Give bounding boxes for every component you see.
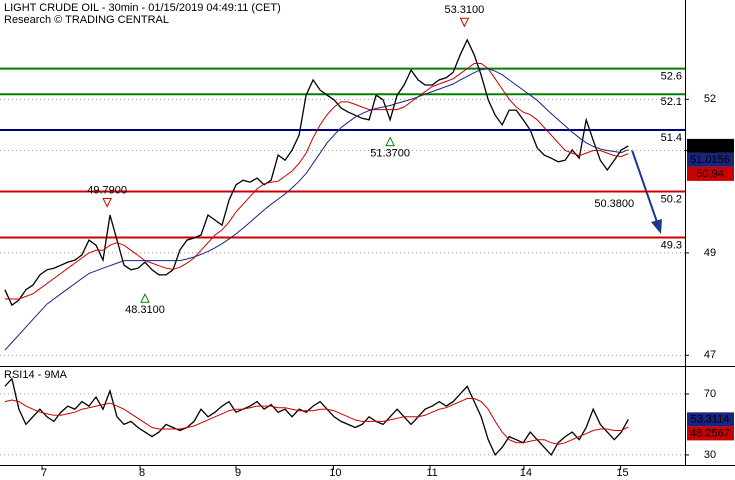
annotation-label: 50.3800 bbox=[594, 198, 634, 210]
price-tag bbox=[687, 426, 734, 441]
low-marker bbox=[385, 136, 395, 147]
series-line bbox=[4, 398, 629, 445]
price-tag-label: 51.09 bbox=[696, 140, 724, 152]
x-tick-label: 11 bbox=[426, 467, 437, 479]
price-tag bbox=[687, 412, 734, 427]
level-label: 49.3 bbox=[661, 239, 682, 251]
rsi-title: RSI14 - 9MA bbox=[4, 369, 68, 381]
series-line bbox=[4, 68, 629, 351]
y-tick-label: 47 bbox=[704, 349, 716, 361]
low-marker bbox=[140, 293, 150, 303]
price-tag bbox=[687, 138, 734, 153]
price-tag-label: 53.3114 bbox=[691, 413, 730, 425]
price-tag bbox=[687, 152, 734, 167]
level-label: 52.6 bbox=[661, 71, 682, 83]
y-tick-label: 30 bbox=[704, 449, 716, 461]
chart-title: LIGHT CRUDE OIL - 30min - 01/15/2019 04:… bbox=[4, 2, 281, 14]
annotation-label: 49.7900 bbox=[87, 184, 127, 196]
x-tick-label: 8 bbox=[139, 467, 145, 479]
y-tick-label: 52 bbox=[704, 93, 716, 105]
price-tag bbox=[687, 166, 734, 181]
price-tag-label: 50.94 bbox=[696, 168, 724, 180]
series-line bbox=[4, 377, 629, 457]
annotation-label: 53.3100 bbox=[444, 4, 484, 16]
annotation-label: 48.3100 bbox=[125, 304, 165, 316]
price-tag-label: 51.0156 bbox=[690, 154, 730, 166]
x-tick-label: 15 bbox=[616, 467, 628, 479]
annotation-label: 51.3700 bbox=[370, 147, 410, 159]
forecast-arrow bbox=[631, 149, 658, 223]
x-tick-label: 10 bbox=[329, 467, 341, 479]
high-marker bbox=[102, 197, 112, 208]
chart-subtitle: Research © TRADING CENTRAL bbox=[4, 14, 169, 26]
y-tick-label: 70 bbox=[704, 388, 716, 400]
x-tick-label: 14 bbox=[520, 467, 532, 479]
forecast-arrowhead bbox=[651, 219, 662, 234]
x-tick-label: 9 bbox=[235, 467, 241, 479]
price-tag-label: 48.2567 bbox=[690, 427, 730, 439]
high-marker bbox=[459, 17, 470, 28]
y-tick-label: 49 bbox=[704, 247, 716, 259]
level-label: 52.1 bbox=[661, 96, 682, 108]
series-line bbox=[4, 63, 629, 300]
level-label: 51.4 bbox=[661, 132, 682, 144]
level-label: 50.2 bbox=[661, 193, 682, 205]
x-tick-label: 7 bbox=[41, 467, 47, 479]
series-line bbox=[4, 38, 629, 307]
